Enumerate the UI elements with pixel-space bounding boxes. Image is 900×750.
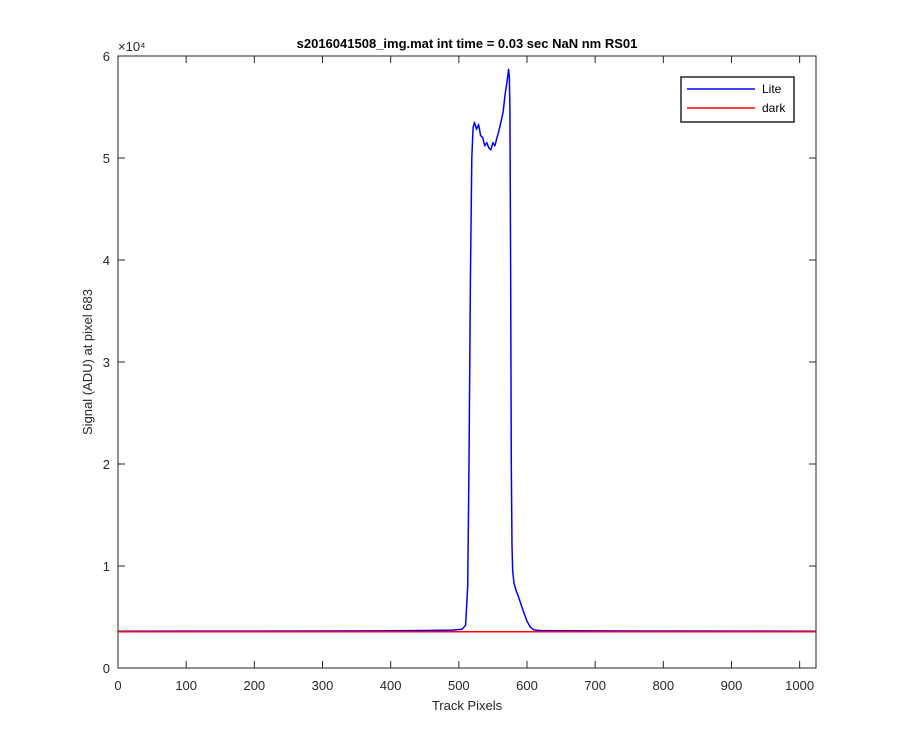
y-tick-label: 4 <box>103 253 110 268</box>
series-layer <box>117 68 817 633</box>
x-tick-label: 1000 <box>785 678 814 693</box>
legend: Lite dark <box>680 76 795 123</box>
x-tick-label: 400 <box>380 678 402 693</box>
y-tick-label: 6 <box>103 49 110 64</box>
legend-label-lite: Lite <box>762 82 782 96</box>
y-tick-label: 0 <box>103 661 110 676</box>
x-ticks: 0 100 200 300 400 500 600 700 800 900 1000 <box>114 56 814 693</box>
x-tick-label: 600 <box>516 678 538 693</box>
plot-area: 0 100 200 300 400 500 600 700 800 900 1000 0 1 2 3 4 5 6 <box>103 49 817 693</box>
x-tick-label: 700 <box>584 678 606 693</box>
y-axis-exponent: ×10⁴ <box>118 39 146 54</box>
x-tick-label: 500 <box>448 678 470 693</box>
axes-box <box>117 55 817 669</box>
x-axis-label: Track Pixels <box>432 698 503 713</box>
y-tick-label: 3 <box>103 355 110 370</box>
x-tick-label: 900 <box>721 678 743 693</box>
x-tick-label: 300 <box>312 678 334 693</box>
x-tick-label: 100 <box>175 678 197 693</box>
x-tick-label: 0 <box>114 678 121 693</box>
series-line-lite <box>117 68 817 633</box>
y-tick-label: 2 <box>103 457 110 472</box>
chart-title: s2016041508_img.mat int time = 0.03 sec … <box>297 36 638 51</box>
y-tick-label: 5 <box>103 151 110 166</box>
legend-box <box>680 76 795 123</box>
y-ticks: 0 1 2 3 4 5 6 <box>103 49 816 676</box>
legend-label-dark: dark <box>762 101 786 115</box>
y-tick-label: 1 <box>103 559 110 574</box>
x-tick-label: 200 <box>243 678 265 693</box>
x-tick-label: 800 <box>652 678 674 693</box>
y-axis-label: Signal (ADU) at pixel 683 <box>80 289 95 435</box>
